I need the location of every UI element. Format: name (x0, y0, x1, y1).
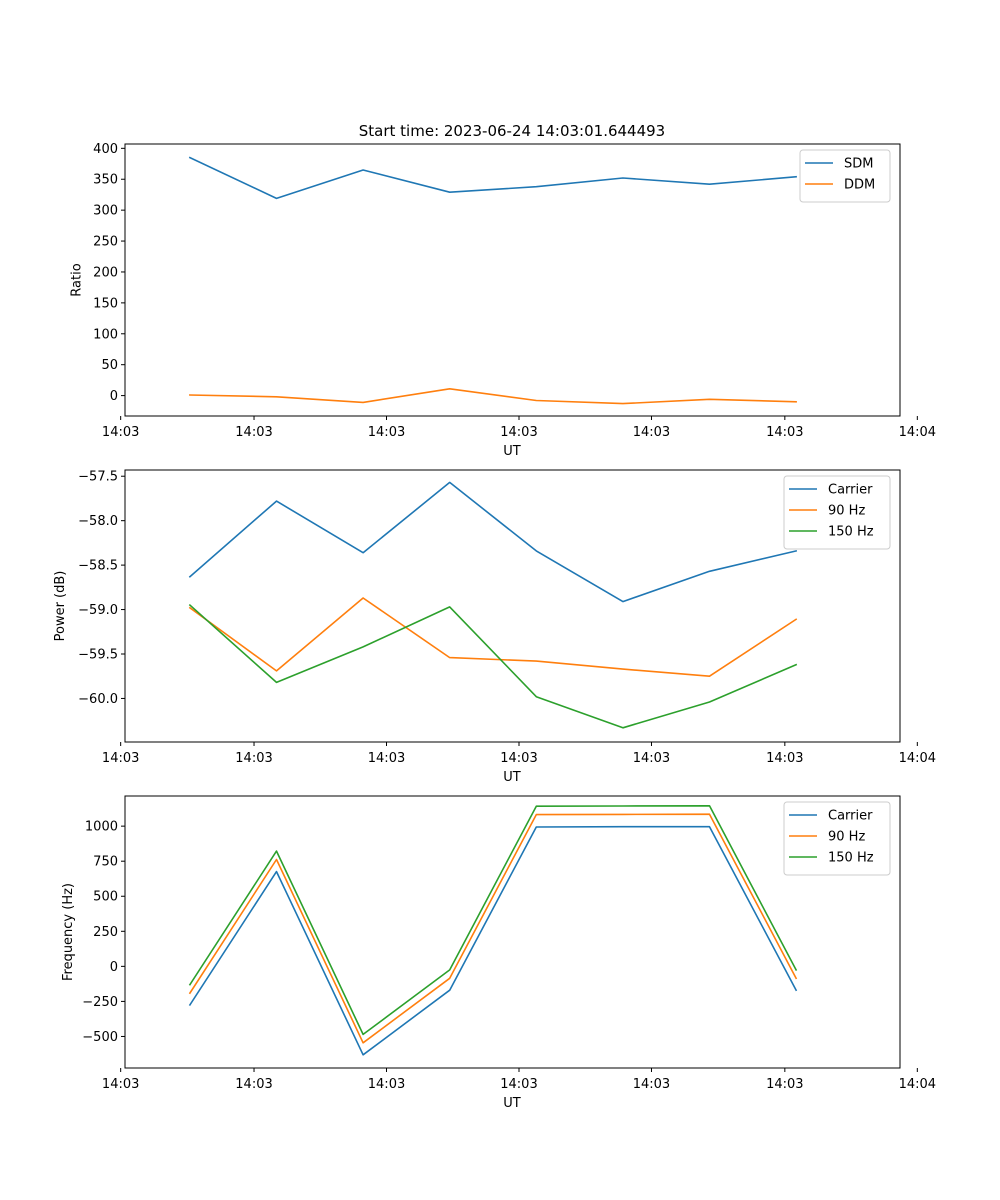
x-tick-label: 14:03 (766, 1077, 803, 1092)
x-tick-label: 14:04 (899, 751, 936, 766)
y-tick-label: −58.0 (78, 514, 118, 529)
series-line-90-hz (188, 597, 798, 678)
x-tick-label: 14:03 (500, 425, 537, 440)
y-tick-label: −57.5 (78, 470, 118, 485)
series-line-carrier (188, 481, 798, 603)
y-tick-label: −60.0 (78, 692, 118, 707)
y-axis-label: Frequency (Hz) (61, 883, 76, 981)
x-tick-label: 14:03 (235, 1077, 272, 1092)
x-axis-label: UT (503, 770, 521, 785)
legend-label-90-hz: 90 Hz (828, 504, 865, 519)
legend-label-150-hz: 150 Hz (828, 525, 874, 540)
x-tick-label: 14:04 (899, 425, 936, 440)
legend-label-carrier: Carrier (828, 483, 873, 498)
series-line-carrier (188, 825, 798, 1056)
y-axis-label: Power (dB) (53, 571, 68, 642)
y-tick-label: −59.0 (78, 603, 118, 618)
subplot-2: 14:03 14:03 14:03 14:03 14:03 14:03 14:04 −60.0… (53, 469, 936, 785)
series-line-150-hz (188, 603, 798, 729)
legend-label-90-hz: 90 Hz (828, 830, 865, 845)
y-tick-label: −58.5 (78, 559, 118, 574)
y-tick-label: 500 (93, 890, 118, 905)
x-tick-label: 14:03 (235, 425, 272, 440)
y-tick-label: 0 (110, 960, 118, 975)
axes-frame (124, 795, 901, 1069)
y-tick-label: 0 (110, 389, 118, 404)
plots-container: 14:03 14:03 14:03 14:03 14:03 14:03 14:04 0 50 10… (53, 142, 936, 1111)
y-tick-label: 1000 (85, 820, 118, 835)
y-tick-label: 750 (93, 855, 118, 870)
y-tick-label: 250 (93, 925, 118, 940)
x-tick-label: 14:03 (368, 1077, 405, 1092)
y-axis-label: Ratio (69, 263, 84, 296)
axes-frame (124, 469, 901, 743)
y-tick-label: 400 (93, 142, 118, 157)
subplot-1: 14:03 14:03 14:03 14:03 14:03 14:03 14:04 0 50 10… (69, 142, 936, 459)
x-axis-label: UT (503, 444, 521, 459)
x-tick-label: 14:03 (235, 751, 272, 766)
x-tick-label: 14:03 (766, 425, 803, 440)
x-tick-label: 14:03 (633, 1077, 670, 1092)
y-tick-label: −59.5 (78, 648, 118, 663)
x-tick-label: 14:04 (899, 1077, 936, 1092)
legend: SDM DDM (799, 149, 891, 203)
legend: Carrier 90 Hz 150 Hz (783, 801, 891, 876)
y-tick-label: 50 (101, 358, 118, 373)
series-line-sdm (188, 156, 797, 200)
legend-label-ddm: DDM (844, 178, 875, 193)
x-tick-label: 14:03 (500, 751, 537, 766)
x-tick-label: 14:03 (102, 425, 139, 440)
y-tick-label: 350 (93, 173, 118, 188)
legend-label-carrier: Carrier (828, 809, 873, 824)
series-line-ddm (189, 387, 797, 405)
x-tick-label: 14:03 (633, 751, 670, 766)
legend-label-150-hz: 150 Hz (828, 851, 874, 866)
subplot-3: 14:03 14:03 14:03 14:03 14:03 14:03 14:04 −500 −… (61, 795, 936, 1111)
y-tick-label: −500 (82, 1030, 118, 1045)
y-tick-label: 100 (93, 327, 118, 342)
y-tick-label: 200 (93, 265, 118, 280)
axes-frame (124, 143, 901, 417)
x-tick-label: 14:03 (102, 1077, 139, 1092)
x-tick-label: 14:03 (766, 751, 803, 766)
y-tick-label: 150 (93, 296, 118, 311)
x-tick-label: 14:03 (633, 425, 670, 440)
figure-title: Start time: 2023-06-24 14:03:01.644493 (359, 122, 665, 140)
y-tick-label: 300 (93, 204, 118, 219)
legend-label-sdm: SDM (844, 157, 873, 172)
y-tick-label: −250 (82, 995, 118, 1010)
legend: Carrier 90 Hz 150 Hz (783, 475, 891, 550)
x-tick-label: 14:03 (102, 751, 139, 766)
x-tick-label: 14:03 (368, 425, 405, 440)
y-tick-label: 250 (93, 235, 118, 250)
series-line-90-hz (188, 813, 798, 1044)
x-tick-label: 14:03 (368, 751, 405, 766)
x-tick-label: 14:03 (500, 1077, 537, 1092)
x-axis-label: UT (503, 1096, 521, 1111)
series-line-150-hz (188, 804, 798, 1036)
